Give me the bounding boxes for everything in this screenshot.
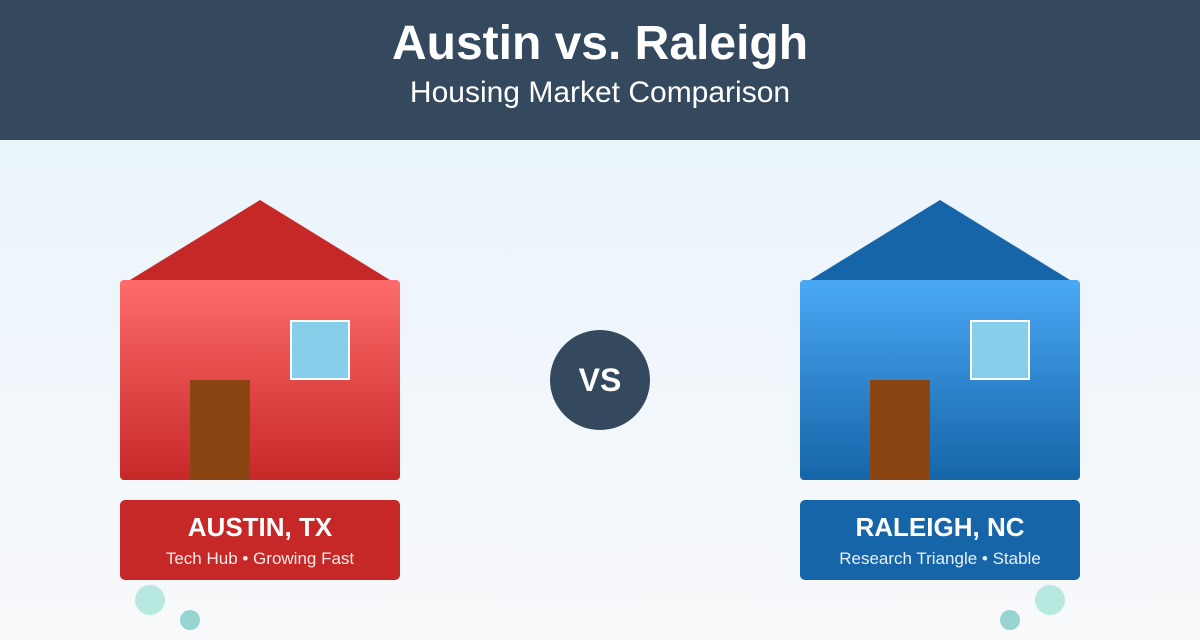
page-title: Austin vs. Raleigh [391,17,809,70]
austin-house-icon [120,200,400,480]
raleigh-house-icon [800,200,1080,480]
roof [130,200,390,280]
city-name: RALEIGH, NC [855,512,1025,542]
page-subtitle: Housing Market Comparison [409,76,791,109]
city-tagline: Research Triangle • Stable [839,549,1041,568]
door [870,380,930,480]
decorative-dot [180,610,200,630]
vs-badge: VS [550,330,650,430]
window [970,320,1030,380]
decorative-dot [1035,585,1065,615]
decorative-dot [1000,610,1020,630]
roof [810,200,1070,280]
city-name: AUSTIN, TX [187,512,333,542]
decorative-dot [135,585,165,615]
house-body [800,280,1080,480]
header: Austin vs. Raleigh Housing Market Compar… [0,0,1200,140]
raleigh-label: RALEIGH, NC Research Triangle • Stable [800,500,1080,580]
austin-label: AUSTIN, TX Tech Hub • Growing Fast [120,500,400,580]
city-tagline: Tech Hub • Growing Fast [165,549,355,568]
house-body [120,280,400,480]
door [190,380,250,480]
window [290,320,350,380]
